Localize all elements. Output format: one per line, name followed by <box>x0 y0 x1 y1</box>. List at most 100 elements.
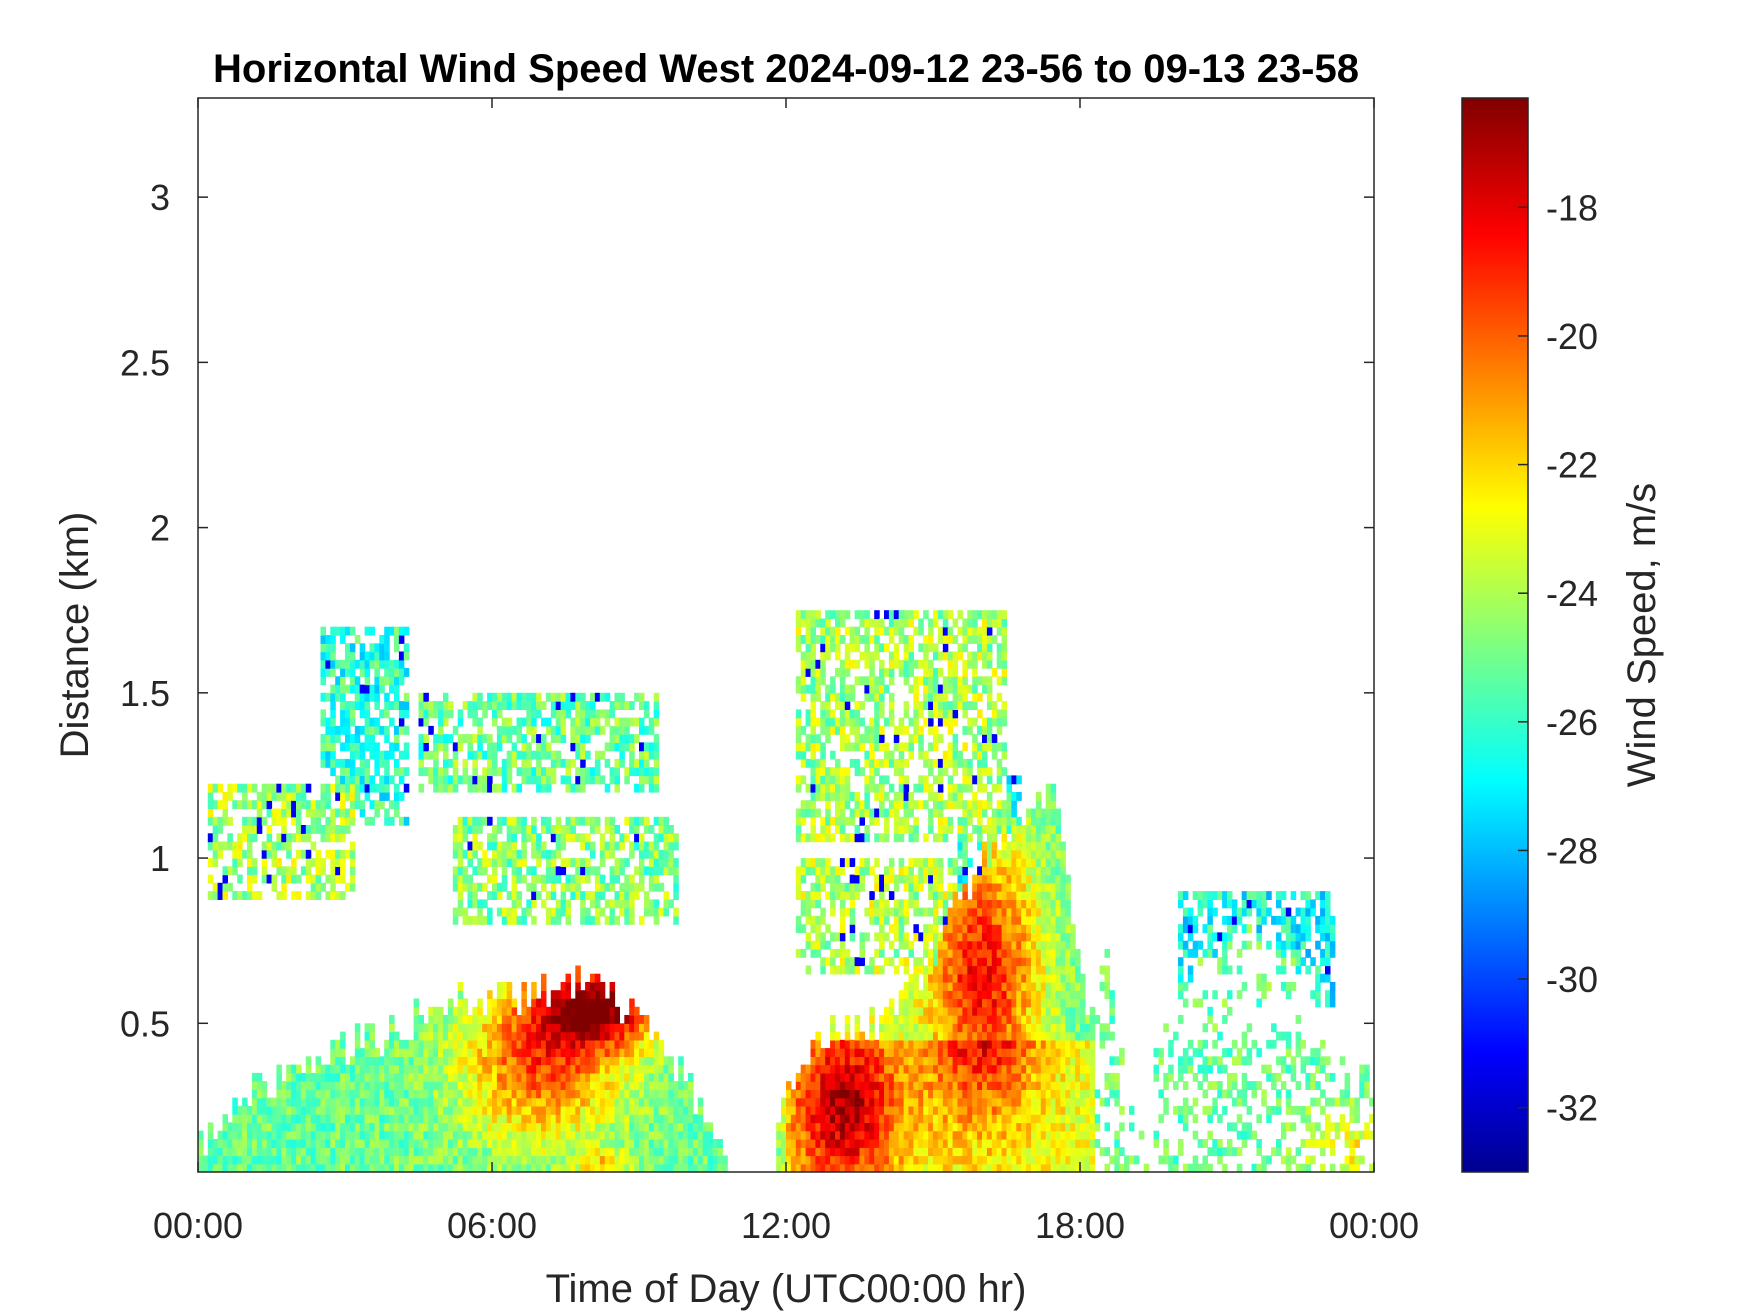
heatmap-cell <box>452 783 459 793</box>
heatmap-cell <box>918 965 924 975</box>
heatmap-cell <box>908 825 914 834</box>
heatmap-cell <box>952 1139 959 1148</box>
heatmap-cell <box>825 858 831 867</box>
heatmap-cell <box>648 1072 655 1082</box>
heatmap-cell <box>952 866 959 876</box>
heatmap-cell <box>967 808 973 818</box>
heatmap-cell <box>521 734 527 743</box>
heatmap-cell <box>237 858 243 867</box>
heatmap-cell <box>648 1056 655 1066</box>
heatmap-cell <box>379 643 385 653</box>
heatmap-cell <box>345 734 351 743</box>
heatmap-cell <box>330 709 336 719</box>
heatmap-cell <box>590 1006 596 1016</box>
heatmap-cell <box>884 1089 890 1099</box>
heatmap-cell <box>923 800 929 810</box>
heatmap-cell <box>212 1147 219 1157</box>
heatmap-cell <box>516 734 522 743</box>
heatmap-cell <box>653 742 660 752</box>
heatmap-cell <box>570 1081 576 1090</box>
heatmap-cell <box>330 816 336 826</box>
heatmap-cell <box>575 998 581 1008</box>
heatmap-cell <box>653 874 660 884</box>
heatmap-cell <box>462 775 469 785</box>
heatmap-cell <box>462 1130 469 1140</box>
heatmap-cell <box>673 1105 679 1115</box>
heatmap-cell <box>668 1072 674 1082</box>
heatmap-cell <box>521 858 527 867</box>
heatmap-cell <box>462 1048 469 1057</box>
heatmap-cell <box>482 1023 488 1033</box>
heatmap-cell <box>286 1130 292 1140</box>
heatmap-cell <box>560 1072 567 1082</box>
heatmap-cell <box>957 651 963 661</box>
heatmap-cell <box>859 651 865 661</box>
heatmap-cell <box>281 1089 287 1099</box>
heatmap-cell <box>467 1089 473 1099</box>
heatmap-cell <box>300 833 307 843</box>
heatmap-cell <box>286 1081 292 1090</box>
heatmap-cell <box>864 758 870 768</box>
heatmap-cell <box>815 808 821 818</box>
heatmap-cell <box>398 767 405 777</box>
heatmap-cell <box>825 874 831 884</box>
heatmap-cell <box>805 1122 812 1132</box>
heatmap-cell <box>364 709 371 719</box>
heatmap-cell <box>256 825 263 834</box>
heatmap-cell <box>594 1006 601 1016</box>
heatmap-cell <box>296 792 302 801</box>
heatmap-cell <box>354 1089 361 1099</box>
heatmap-cell <box>639 882 645 892</box>
heatmap-cell <box>349 874 356 884</box>
heatmap-cell <box>830 1130 836 1140</box>
heatmap-cell <box>800 800 807 810</box>
heatmap-cell <box>296 1064 302 1074</box>
heatmap-cell <box>506 1023 513 1033</box>
heatmap-cell <box>648 858 655 867</box>
heatmap-cell <box>849 907 856 917</box>
heatmap-cell <box>849 1097 856 1107</box>
heatmap-cell <box>354 1130 361 1140</box>
heatmap-cell <box>864 1130 870 1140</box>
heatmap-cell <box>624 1081 630 1090</box>
heatmap-cell <box>609 1122 616 1132</box>
heatmap-cell <box>825 1048 831 1057</box>
heatmap-cell <box>398 1081 405 1090</box>
heatmap-cell <box>413 1023 420 1033</box>
heatmap-cell <box>516 1072 522 1082</box>
heatmap-cell <box>933 982 939 991</box>
heatmap-cell <box>345 1097 351 1107</box>
heatmap-cell <box>820 1089 826 1099</box>
heatmap-cell <box>830 882 836 892</box>
heatmap-cell <box>849 882 856 892</box>
heatmap-cell <box>982 1122 988 1132</box>
heatmap-cell <box>888 1114 895 1124</box>
heatmap-cell <box>639 841 645 851</box>
heatmap-cell <box>506 1097 513 1107</box>
heatmap-cell <box>835 1089 841 1099</box>
heatmap-cell <box>452 775 459 785</box>
heatmap-cell <box>516 849 522 859</box>
heatmap-cell <box>413 998 420 1008</box>
heatmap-cell <box>648 742 655 752</box>
heatmap-cell <box>928 1114 934 1124</box>
heatmap-cell <box>408 1147 415 1157</box>
heatmap-cell <box>668 825 674 834</box>
heatmap-cell <box>492 1023 498 1033</box>
heatmap-cell <box>629 742 635 752</box>
heatmap-cell <box>928 990 934 1000</box>
heatmap-cell <box>506 1056 513 1066</box>
heatmap-cell <box>609 1097 616 1107</box>
heatmap-cell <box>452 1056 459 1066</box>
heatmap-cell <box>648 1163 655 1172</box>
heatmap-cell <box>457 734 464 743</box>
heatmap-cell <box>511 742 518 752</box>
heatmap-cell <box>825 1122 831 1132</box>
heatmap-cell <box>648 899 655 909</box>
heatmap-cell <box>609 1048 616 1057</box>
heatmap-cell <box>795 709 802 719</box>
heatmap-cell <box>864 610 870 620</box>
heatmap-cell <box>937 833 944 843</box>
heatmap-cell <box>340 858 346 867</box>
heatmap-cell <box>457 1031 464 1041</box>
